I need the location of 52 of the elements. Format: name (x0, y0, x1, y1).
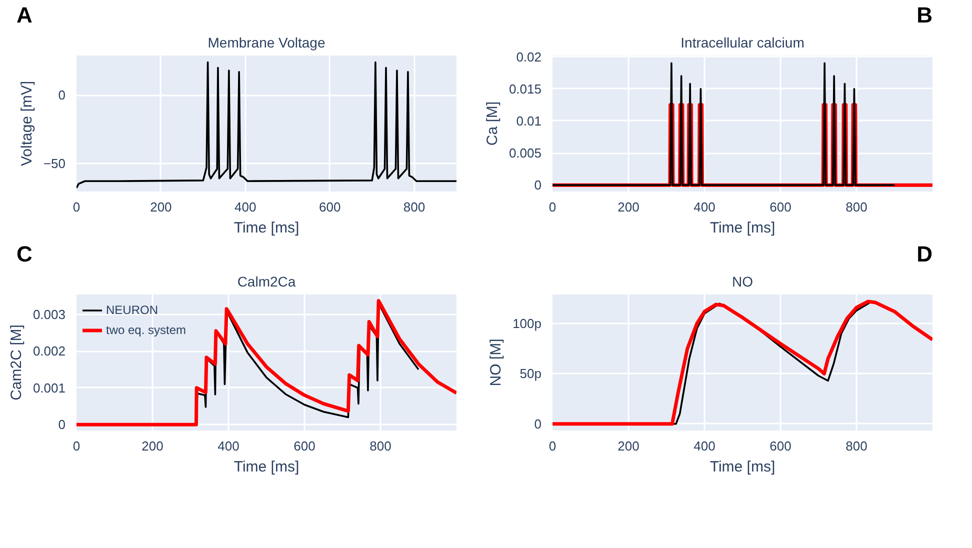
text: A (16, 2, 32, 28)
y-tick-label: 0.005 (508, 146, 542, 161)
x-tick-label: 600 (770, 200, 792, 214)
y-axis-title: NO [M] (488, 338, 505, 386)
y-tick-label: 0.015 (508, 81, 542, 96)
x-axis-title: Time [ms] (234, 458, 300, 476)
x-tick-label: 800 (846, 200, 868, 214)
x-tick-label: 400 (694, 438, 716, 454)
y-axis-title: Voltage [mV] (18, 80, 36, 166)
legend-label: two eq. system (106, 323, 186, 337)
x-tick-label: 600 (294, 438, 316, 454)
chart-title: NO (732, 274, 754, 290)
x-tick-label: 400 (218, 438, 240, 454)
legend-label: NEURON (106, 303, 158, 317)
x-tick-label: 0 (72, 200, 80, 214)
y-tick-label: 0.002 (32, 344, 66, 359)
x-tick-label: 800 (846, 438, 868, 454)
x-tick-label: 200 (150, 200, 172, 214)
y-axis-title: Ca [M] (484, 101, 501, 146)
x-tick-label: 400 (234, 200, 256, 214)
chart-title: Membrane Voltage (208, 34, 326, 50)
text: D (916, 242, 933, 266)
y-tick-label: 0 (534, 178, 542, 193)
x-axis-title: Time [ms] (710, 458, 776, 476)
text: C (16, 242, 32, 266)
y-tick-label: 0 (58, 88, 66, 103)
x-tick-label: 600 (318, 200, 341, 214)
chart-title: Calm2Ca (237, 274, 296, 290)
y-tick-label: 0 (58, 417, 66, 432)
y-tick-label: 0.01 (516, 113, 542, 128)
y-tick-label: 50p (520, 366, 542, 382)
x-tick-label: 0 (548, 200, 556, 214)
x-tick-label: 200 (618, 438, 640, 454)
chart-title: Intracellular calcium (680, 34, 804, 50)
x-tick-label: 600 (770, 438, 792, 454)
x-axis-title: Time [ms] (234, 220, 300, 236)
x-tick-label: 200 (618, 200, 640, 214)
x-tick-label: 800 (370, 438, 392, 454)
x-tick-label: 200 (142, 438, 164, 454)
y-tick-label: 0.003 (32, 306, 66, 322)
y-tick-label: 100p (512, 316, 542, 332)
text: B (916, 2, 933, 28)
y-tick-label: −50 (43, 156, 66, 171)
x-tick-label: 0 (548, 438, 556, 454)
x-tick-label: 400 (694, 200, 716, 214)
y-tick-label: 0 (534, 416, 542, 432)
y-tick-label: 0.001 (32, 380, 66, 396)
x-tick-label: 800 (403, 200, 426, 214)
x-tick-label: 0 (72, 438, 80, 454)
x-axis-title: Time [ms] (710, 220, 776, 236)
y-tick-label: 0.02 (516, 49, 542, 64)
y-axis-title: Cam2C [M] (8, 324, 25, 400)
